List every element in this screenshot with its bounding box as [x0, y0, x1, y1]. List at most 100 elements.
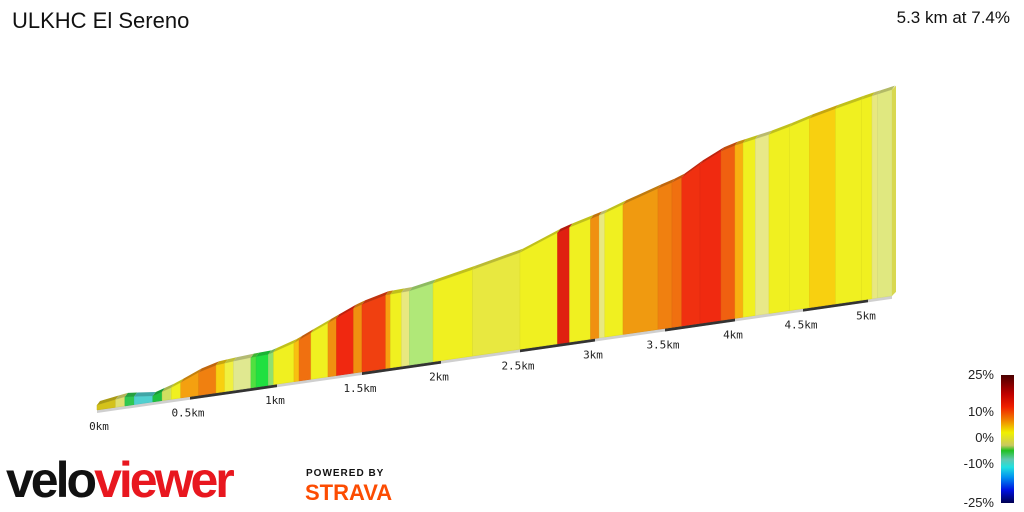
gradient-segment-top	[658, 178, 675, 189]
gradient-segment	[590, 215, 600, 340]
strava-logo: STRAVA	[305, 480, 393, 505]
gradient-segment-top	[569, 214, 594, 228]
km-marker-bar	[520, 338, 595, 353]
x-tick-label: 1.5km	[343, 382, 376, 395]
legend-label-10: 10%	[967, 404, 994, 419]
km-marker-bar	[665, 318, 735, 332]
gradient-segment-top	[872, 90, 881, 96]
gradient-segment-top	[835, 95, 865, 109]
veloviewer-logo: veloviewer	[6, 452, 235, 508]
gradient-segment-top	[755, 130, 772, 139]
gradient-segment-top	[362, 291, 389, 305]
x-tick-label: 2km	[429, 371, 449, 384]
gradient-segment-top	[557, 223, 573, 233]
gradient-segment	[401, 290, 410, 367]
gradient-segment-top	[224, 357, 237, 364]
gradient-segment-top	[268, 348, 277, 355]
gradient-segment	[250, 356, 257, 389]
gradient-segment-top	[604, 200, 626, 214]
gradient-segment-top	[250, 352, 260, 358]
gradient-segment-top	[401, 286, 413, 293]
gradient-segment-top	[180, 368, 202, 383]
gradient-segment	[255, 354, 269, 388]
gradient-segment	[657, 182, 673, 330]
gradient-segment	[353, 303, 363, 374]
gradient-segment	[871, 93, 878, 300]
gradient-segment	[268, 351, 274, 386]
gradient-segment	[809, 108, 836, 308]
gradient-segment	[293, 339, 300, 383]
x-tick-label: 1km	[265, 394, 285, 407]
gradient-segment	[557, 226, 570, 345]
gradient-segment-top	[877, 85, 895, 95]
gradient-segment	[734, 142, 744, 319]
gradient-segment-top	[124, 392, 138, 397]
gradient-segment-top	[134, 391, 156, 397]
gradient-segment	[768, 126, 790, 314]
legend-label-neg10: -10%	[963, 456, 994, 471]
gradient-segment	[622, 188, 659, 335]
gradient-segment	[755, 134, 770, 316]
gradient-segment-top	[735, 138, 747, 146]
gradient-segment-top	[328, 314, 340, 323]
gradient-segment	[361, 294, 386, 373]
gradient-segment-top	[390, 288, 405, 295]
gradient-segment-top	[216, 359, 228, 366]
gradient-segment	[432, 269, 473, 363]
gradient-segment	[835, 99, 862, 305]
gradient-segment-top	[472, 248, 523, 270]
gradient-segment	[409, 282, 434, 366]
gradient-segment	[671, 177, 683, 328]
profile-end-face	[892, 85, 896, 296]
x-tick-label: 5km	[856, 309, 876, 322]
gradient-segment-top	[409, 279, 437, 291]
x-tick-label: 2.5km	[501, 359, 534, 372]
gradient-segment	[298, 332, 312, 382]
gradient-segment-top	[681, 160, 703, 178]
legend-label-min: -25%	[963, 495, 994, 510]
gradient-segment	[233, 357, 252, 391]
gradient-segment-top	[769, 122, 793, 135]
km-marker-bar	[362, 360, 441, 375]
legend-label-max: 25%	[967, 367, 994, 382]
segment-summary: 5.3 km at 7.4%	[896, 8, 1010, 27]
km-marker-bar	[190, 384, 277, 400]
x-tick-label: 4km	[723, 328, 743, 341]
legend-label-0: 0%	[975, 430, 994, 445]
gradient-segment-top	[299, 328, 314, 340]
gradient-segment-top	[273, 338, 297, 353]
gradient-segment	[472, 252, 521, 357]
gradient-segment-top	[721, 141, 738, 152]
gradient-segment	[215, 362, 226, 394]
gradient-segment-top	[385, 290, 394, 296]
gradient-segment	[327, 317, 337, 378]
gradient-segment-top	[233, 353, 254, 362]
gradient-segment	[789, 117, 810, 311]
gradient-segment	[385, 294, 391, 369]
gradient-segment-top	[97, 395, 119, 405]
gradient-segment	[861, 95, 873, 301]
gradient-segment-top	[520, 228, 561, 253]
gradient-segment-top	[623, 184, 661, 205]
segment-title: ULKHC El Sereno	[12, 8, 190, 33]
gradient-segment	[598, 212, 606, 339]
gradient-segment-top	[162, 383, 175, 392]
gradient-segment-top	[700, 147, 724, 165]
gradient-color-scale	[1001, 375, 1014, 503]
gradient-segment-top	[861, 91, 875, 100]
gradient-segment-top	[353, 300, 365, 309]
gradient-segment-top	[171, 378, 184, 388]
x-tick-label: 3.5km	[646, 338, 679, 351]
x-tick-label: 0.5km	[171, 407, 204, 420]
gradient-segment-top	[672, 173, 685, 183]
gradient-segment	[124, 396, 135, 407]
gradient-segment	[569, 218, 591, 343]
powered-by-label: POWERED BY	[306, 468, 385, 479]
gradient-segment	[720, 145, 736, 321]
gradient-segment-top	[809, 104, 839, 119]
gradient-segment	[224, 360, 234, 392]
gradient-segment-top	[599, 209, 608, 216]
gradient-segment	[699, 150, 722, 324]
x-tick-label: 3km	[583, 349, 603, 362]
